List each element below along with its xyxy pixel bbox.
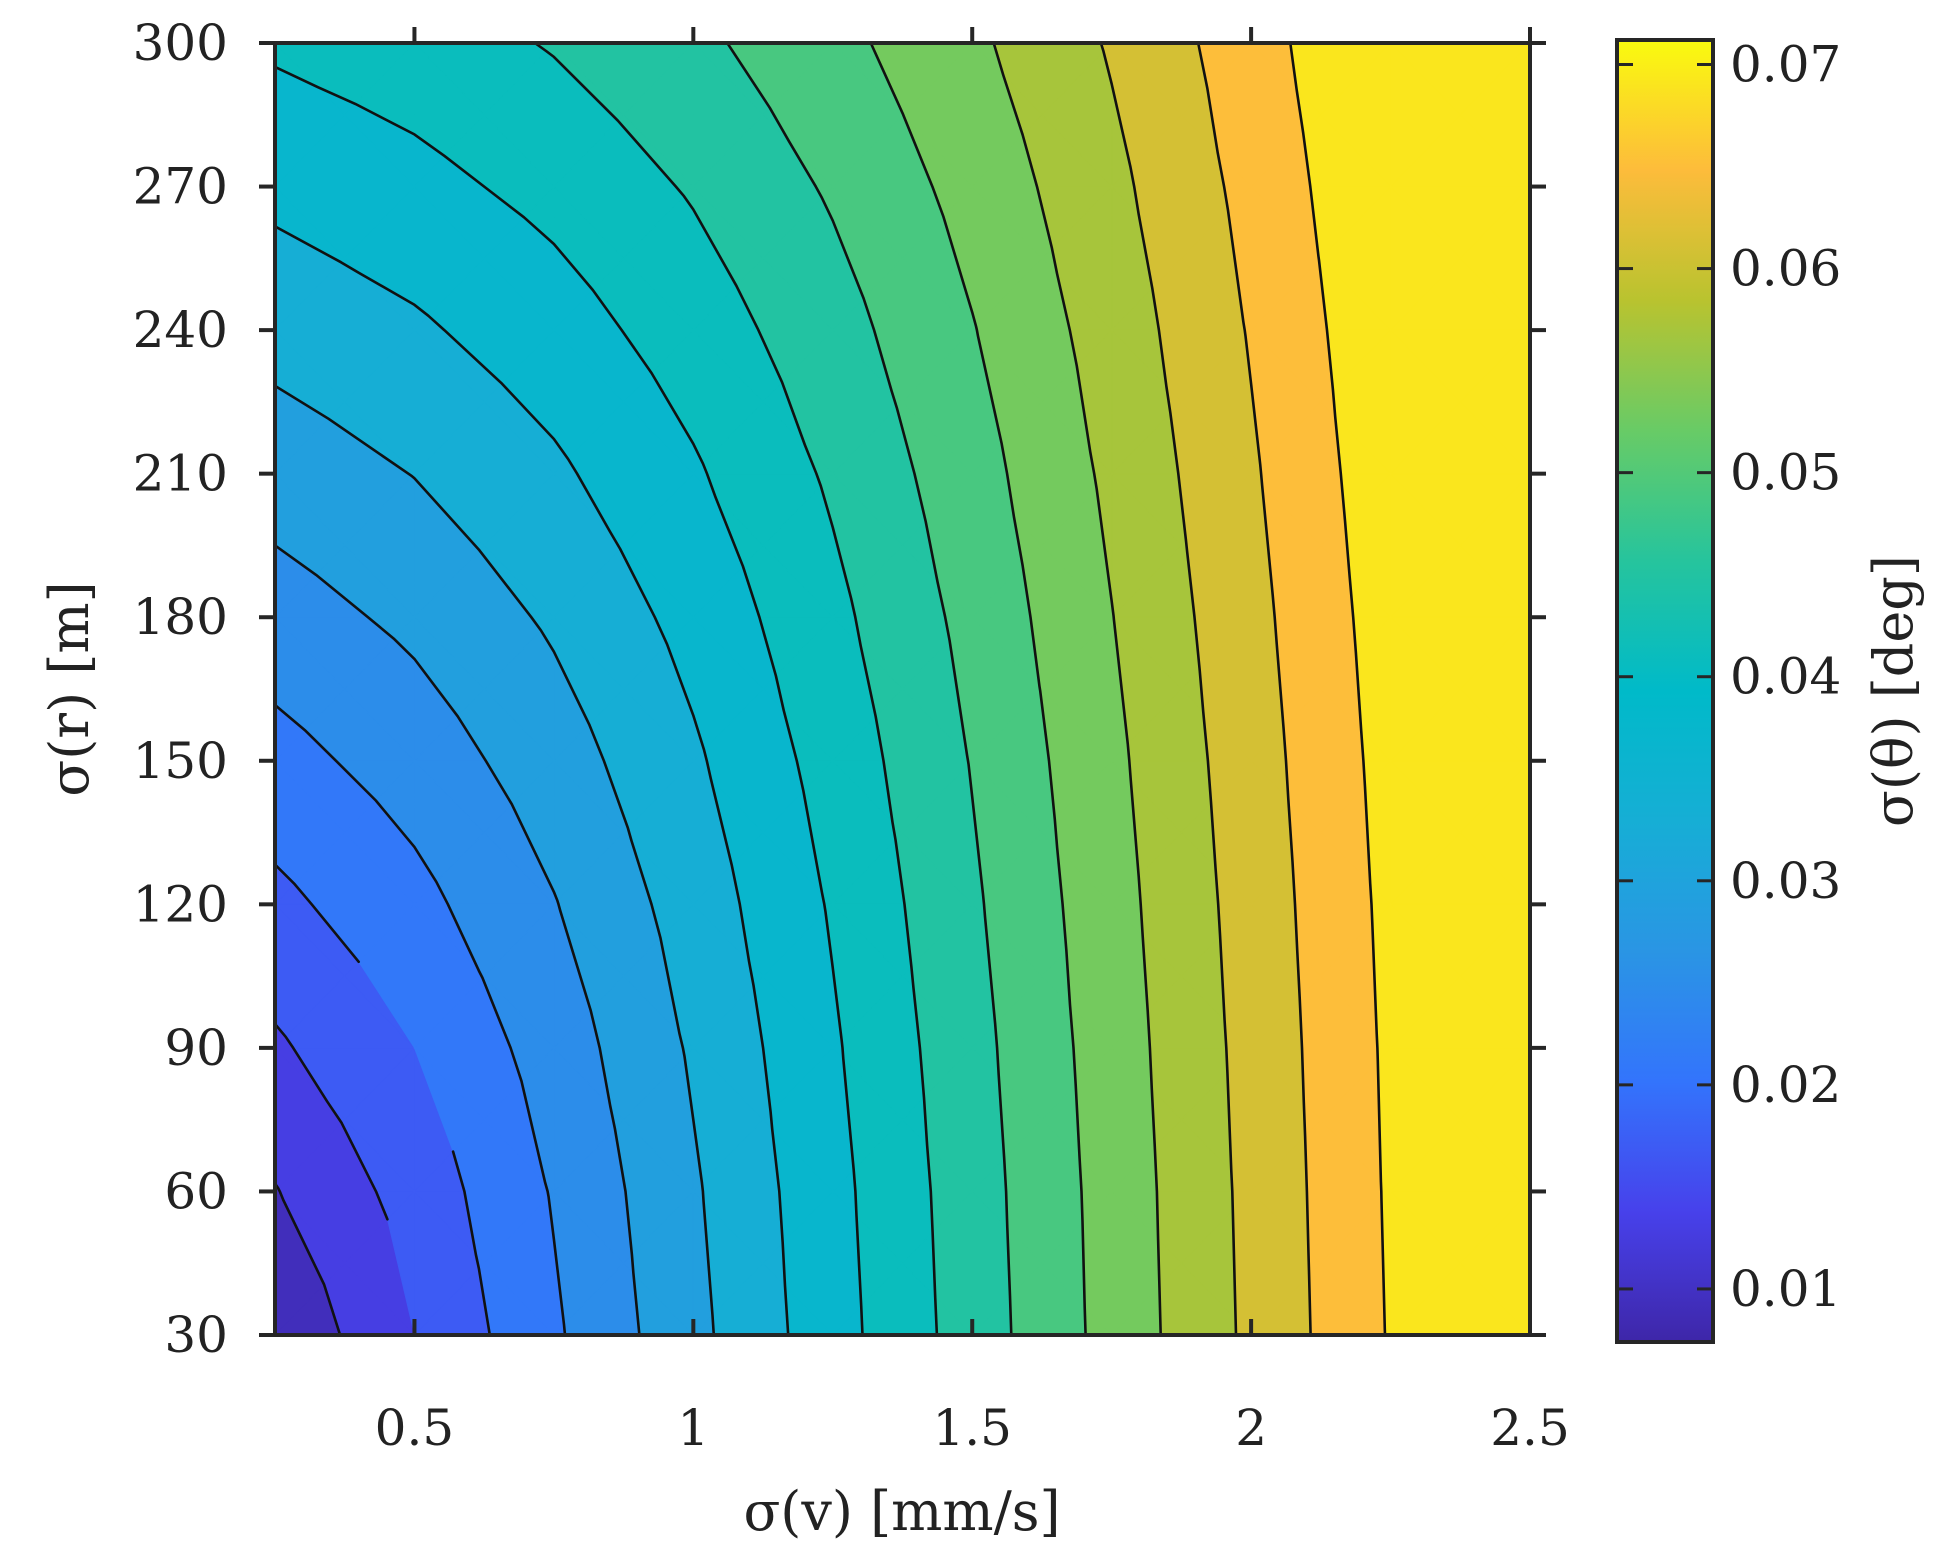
y-tick-label: 210	[133, 445, 228, 503]
contour-band	[275, 66, 863, 1335]
x-tick-label: 0.5	[375, 1399, 455, 1457]
contour-line-layer	[275, 43, 1387, 1335]
x-tick-label: 1.5	[932, 1399, 1012, 1457]
contour-fill-layer	[275, 43, 1530, 1335]
x-tick-label: 2.5	[1490, 1399, 1570, 1457]
colorbar-tick-label: 0.02	[1730, 1056, 1841, 1114]
x-axis: 0.5 1 1.5 2 2.5	[375, 27, 1570, 1457]
y-axis-label: σ(r) [m]	[38, 581, 101, 796]
plot-area	[273, 41, 1532, 1337]
colorbar-ticks: 0.01 0.02 0.03 0.04 0.05 0.06 0.07	[1617, 35, 1841, 1318]
colorbar-frame	[1615, 38, 1715, 1344]
x-tick-label: 1	[677, 1399, 709, 1457]
x-tick-label: 2	[1235, 1399, 1267, 1457]
y-tick-label: 300	[133, 14, 228, 72]
colorbar-label: σ(θ) [deg]	[1862, 555, 1925, 827]
colorbar-tick-label: 0.01	[1730, 1260, 1841, 1318]
y-tick-label: 240	[133, 301, 228, 359]
contour-band	[534, 43, 1012, 1335]
colorbar-tick-label: 0.03	[1730, 852, 1841, 910]
colorbar-tick-label: 0.04	[1730, 648, 1841, 706]
y-tick-label: 30	[164, 1306, 228, 1364]
y-tick-label: 180	[133, 588, 228, 646]
y-axis: 30 60 90 120 150 180 210 240 270 300	[133, 14, 1546, 1364]
y-tick-label: 90	[164, 1019, 228, 1077]
contour-lines	[275, 43, 1387, 1335]
colorbar-gradient-bar	[1617, 40, 1713, 1342]
colorbar-tick-label: 0.06	[1730, 240, 1841, 298]
colorbar-tick-label: 0.05	[1730, 444, 1841, 502]
y-tick-label: 60	[164, 1162, 228, 1220]
y-tick-label: 270	[133, 158, 228, 216]
x-axis-label: σ(v) [mm/s]	[743, 1480, 1060, 1543]
y-tick-label: 120	[133, 875, 228, 933]
plot-frame	[273, 41, 1532, 1337]
colorbar: 0.01 0.02 0.03 0.04 0.05 0.06 0.07	[1615, 35, 1841, 1344]
y-tick-label: 150	[133, 732, 228, 790]
colorbar-tick-label: 0.07	[1730, 35, 1841, 93]
